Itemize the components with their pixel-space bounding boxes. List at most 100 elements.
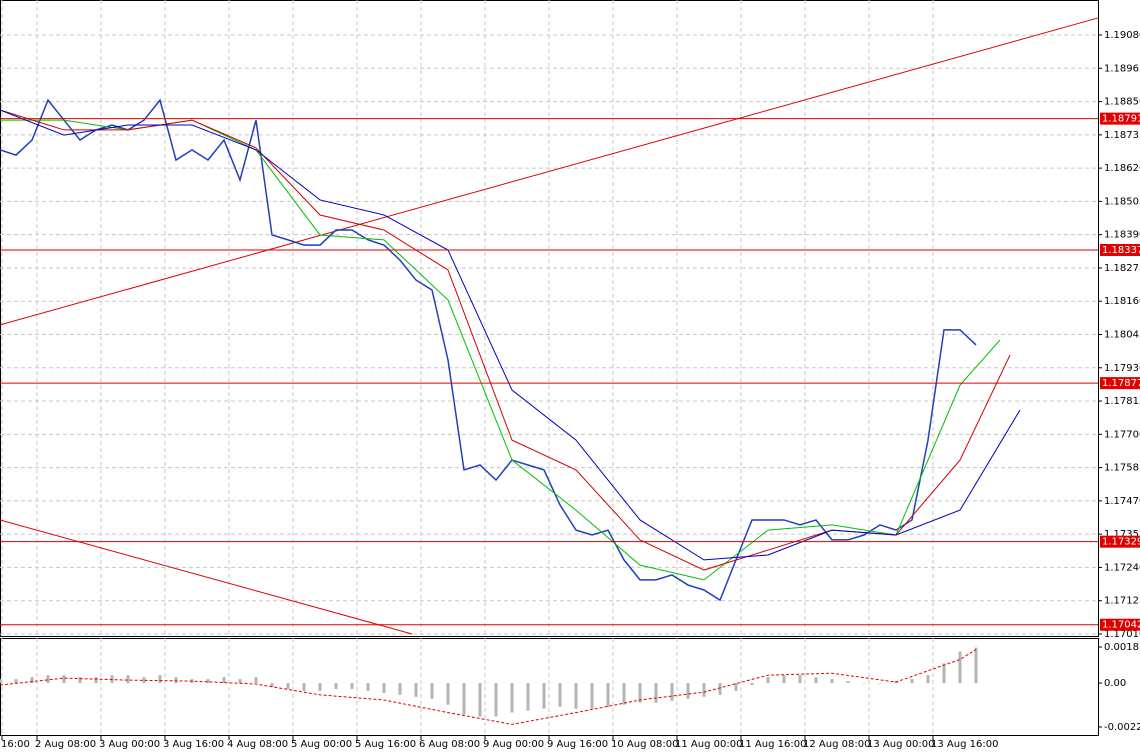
y-tick-label: 1.17240 (1104, 562, 1140, 573)
histogram-bar (94, 677, 98, 684)
histogram-bar (158, 675, 162, 684)
histogram-bar (334, 683, 338, 689)
y-tick-label: 1.17470 (1104, 496, 1140, 507)
histogram-bar (78, 677, 82, 684)
x-tick-label: 5 Aug 16:00 (355, 739, 416, 750)
x-tick-label: 9 Aug 16:00 (547, 739, 608, 750)
level-label-box (1100, 535, 1140, 548)
histogram-bar (430, 683, 434, 699)
histogram-bar (814, 677, 818, 684)
x-tick-label: 11 Aug 00:00 (675, 739, 742, 750)
histogram-bar (782, 675, 786, 684)
histogram-bar (958, 651, 962, 684)
trendline (0, 17, 1099, 326)
histogram-bar (302, 683, 306, 691)
histogram-bar (734, 683, 738, 691)
y-tick-label: 1.18965 (1104, 63, 1140, 74)
histogram-bar (526, 683, 530, 711)
histogram-bar (638, 683, 642, 703)
histogram-bar (14, 679, 18, 684)
histogram-bar (590, 683, 594, 709)
histogram-bar (510, 683, 514, 713)
histogram-bar (910, 679, 914, 684)
histogram-bar (254, 677, 258, 684)
level-label: 1.17329 (1102, 537, 1140, 548)
y-tick-label: 1.17930 (1104, 363, 1140, 374)
histogram-bar (494, 683, 498, 717)
histogram-bar (558, 683, 562, 707)
histogram-bar (926, 675, 930, 684)
histogram-bar (238, 679, 242, 684)
y-tick-label: 1.18735 (1104, 130, 1140, 141)
y-tick-label: 1.18160 (1104, 296, 1140, 307)
level-label: 1.18337 (1102, 245, 1140, 256)
x-tick-label: 9 Aug 00:00 (483, 739, 544, 750)
histogram-bar (718, 683, 722, 695)
level-label-box (1100, 244, 1140, 257)
histogram-bar (878, 683, 882, 684)
histogram-bar (670, 683, 674, 701)
histogram-bar (142, 677, 146, 684)
x-tick-label: 3 Aug 16:00 (163, 739, 224, 750)
histogram-bar (446, 683, 450, 705)
histogram-bar (350, 683, 354, 689)
y-tick-label: 1.19080 (1104, 30, 1140, 41)
y-tick-label: 1.18390 (1104, 230, 1140, 241)
level-label-box (1100, 377, 1140, 390)
y-tick-label: 1.17125 (1104, 596, 1140, 607)
y-tick-label: 0.00 (1104, 678, 1126, 689)
x-tick-label: 11 Aug 16:00 (739, 739, 806, 750)
histogram-bar (46, 675, 50, 684)
histogram-bar (830, 679, 834, 684)
histogram-bar (974, 647, 978, 684)
x-tick-label: 13 Aug 16:00 (931, 739, 998, 750)
level-label: 1.18791 (1102, 114, 1140, 125)
histogram-bar (606, 683, 610, 707)
x-tick-label: 2 Aug 08:00 (35, 739, 96, 750)
level-label: 1.17042 (1102, 620, 1140, 631)
price-line (0, 98, 977, 602)
histogram-bar (270, 683, 274, 687)
y-tick-label: 0.001832 (1104, 642, 1140, 653)
histogram-bar (62, 675, 66, 684)
histogram-bar (766, 677, 770, 684)
histogram-bar (126, 675, 130, 684)
x-tick-label: 6 Aug 08:00 (419, 739, 480, 750)
moving-average (0, 109, 1021, 561)
histogram-bar (286, 683, 290, 689)
histogram-bar (222, 677, 226, 684)
histogram-bar (846, 681, 850, 684)
histogram-bar (366, 683, 370, 691)
y-tick-label: 1.17355 (1104, 529, 1140, 540)
y-tick-label: 1.18850 (1104, 97, 1140, 108)
histogram-bar (574, 683, 578, 709)
histogram-bar (750, 683, 754, 686)
level-label: 1.17877 (1102, 378, 1140, 389)
y-tick-label: -0.00223 (1104, 722, 1140, 733)
x-tick-label: 5 Aug 00:00 (291, 739, 352, 750)
histogram-bar (622, 683, 626, 705)
histogram-bar (174, 677, 178, 684)
x-tick-label: 12 Aug 08:00 (803, 739, 870, 750)
histogram-bar (702, 683, 706, 697)
histogram-bar (654, 683, 658, 703)
histogram-bar (382, 683, 386, 693)
y-tick-label: 1.17585 (1104, 463, 1140, 474)
y-tick-label: 1.17815 (1104, 396, 1140, 407)
x-tick-label: 16:00 (1, 739, 30, 750)
x-tick-label: 13 Aug 00:00 (867, 739, 934, 750)
histogram-bar (414, 683, 418, 697)
x-tick-label: 4 Aug 08:00 (227, 739, 288, 750)
histogram-bar (206, 679, 210, 684)
histogram-bar (30, 677, 34, 684)
x-tick-label: 3 Aug 00:00 (99, 739, 160, 750)
histogram-bar (862, 683, 866, 684)
y-tick-label: 1.18505 (1104, 196, 1140, 207)
y-tick-label: 1.18275 (1104, 263, 1140, 274)
histogram-bar (798, 675, 802, 684)
y-tick-label: 1.18620 (1104, 163, 1140, 174)
